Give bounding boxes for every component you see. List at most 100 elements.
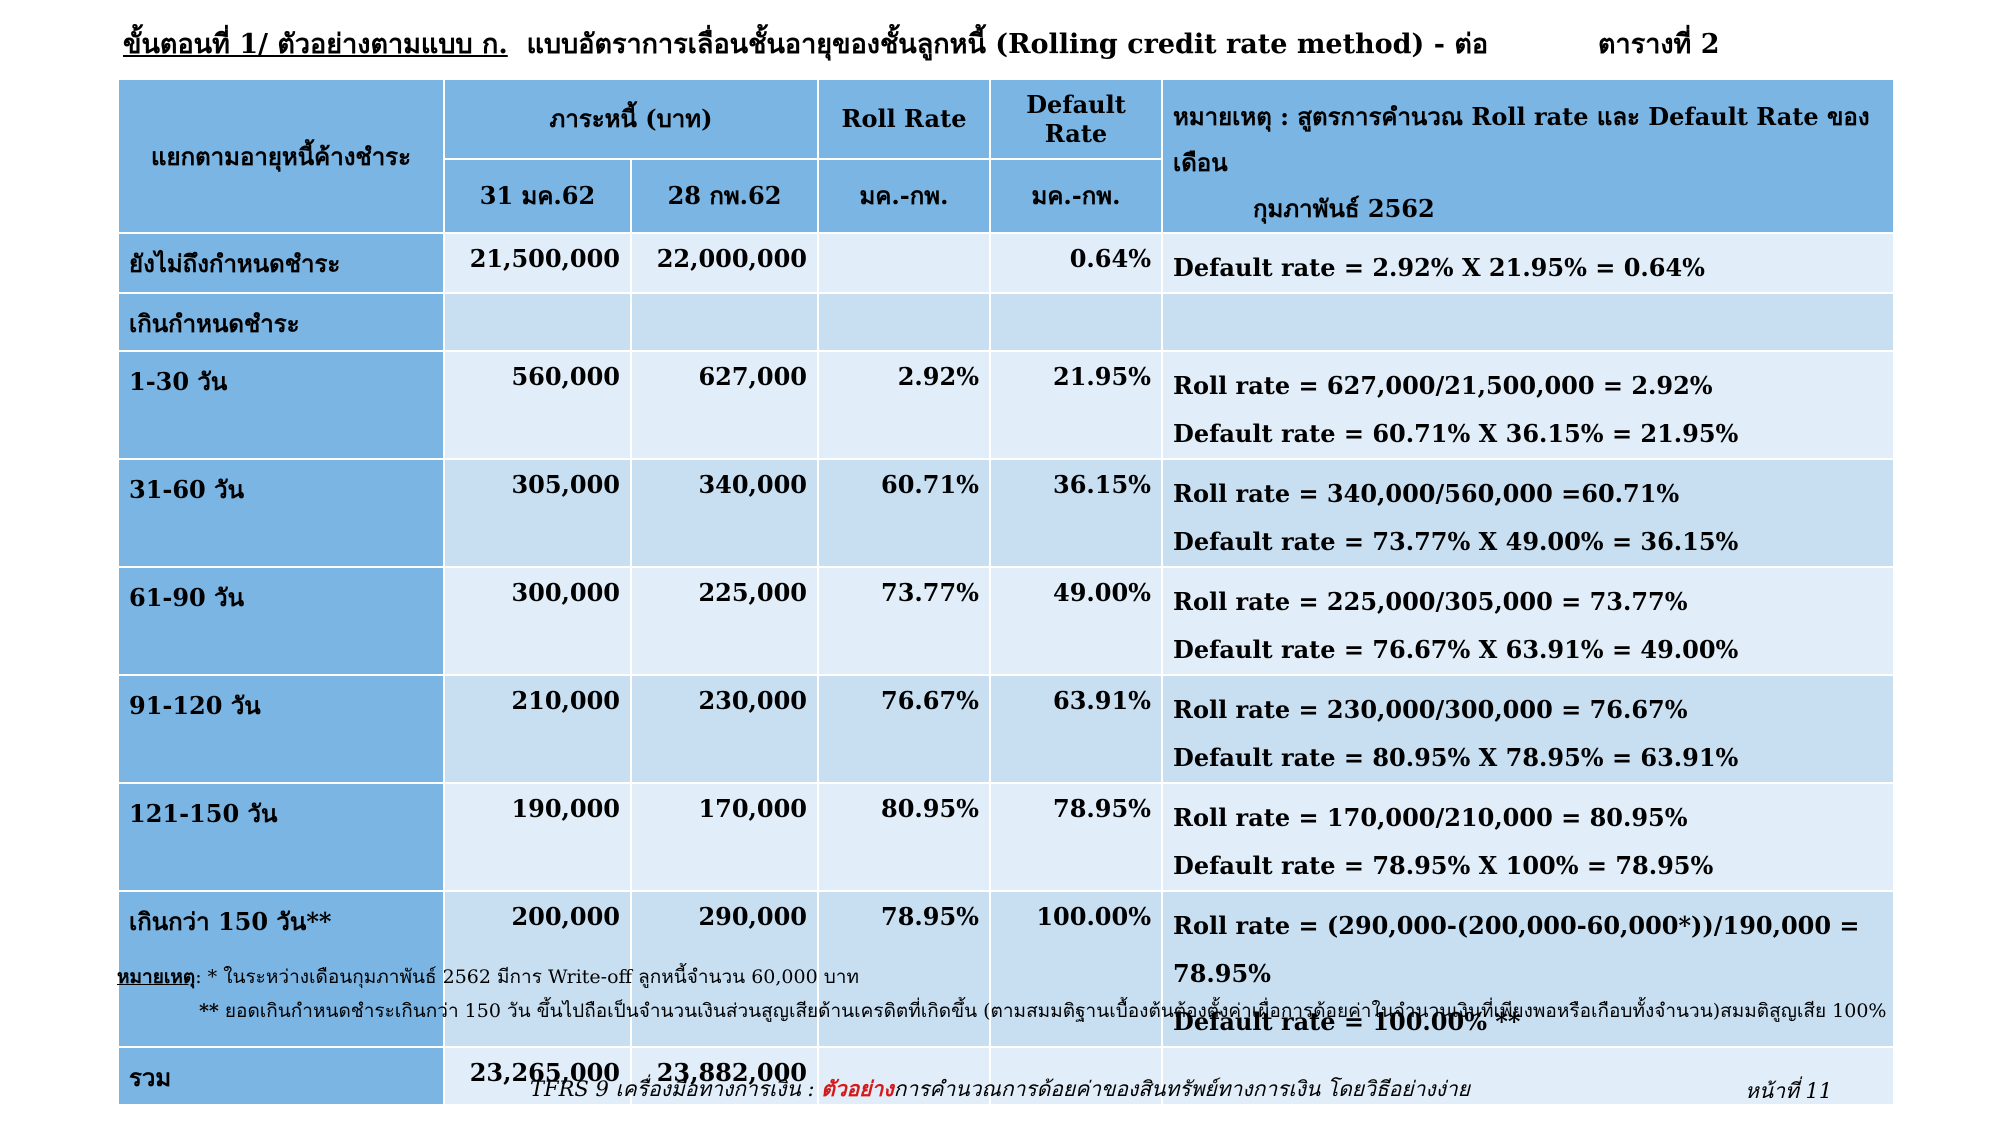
feb-balance: 225,000 (630, 566, 819, 676)
footer-highlight: ตัวอย่าง (821, 1076, 894, 1101)
formula-note (1161, 1046, 1895, 1106)
default-rate: 100.00% (989, 890, 1163, 1048)
roll-rate: 80.95% (817, 782, 991, 892)
formula-line1: Roll rate = 225,000/305,000 = 73.77% (1173, 587, 1688, 616)
formula-note: Roll rate = (290,000-(200,000-60,000*))/… (1161, 890, 1895, 1048)
jan-balance: 190,000 (443, 782, 632, 892)
footnote-1: หมายเหตุ: * ในระหว่างเดือนกุมภาพันธ์ 256… (117, 960, 1917, 994)
jan-balance: 210,000 (443, 674, 632, 784)
footnote-marker: ** (199, 1000, 219, 1022)
default-rate: 36.15% (989, 458, 1163, 568)
formula-note: Roll rate = 627,000/21,500,000 = 2.92% De… (1161, 350, 1895, 460)
formula-line2: Default rate = 100.00% ** (1173, 1007, 1521, 1036)
footnote-2: ** ยอดเกินกำหนดชำระเกินกว่า 150 วัน ขึ้น… (117, 994, 1917, 1028)
default-rate-header: Default Rate (989, 78, 1163, 160)
row-label: รวม (117, 1046, 445, 1106)
date-feb-header: 28 กพ.62 (630, 157, 819, 235)
header-row-2: 31 มค.62 28 กพ.62 มค.-กพ. มค.-กพ. (118, 157, 1894, 235)
jan-balance: 21,500,000 (443, 232, 632, 294)
feb-balance: 290,000 (630, 890, 819, 1048)
formula-line2: Default rate = 76.67% X 63.91% = 49.00% (1173, 635, 1739, 664)
footnotes: หมายเหตุ: * ในระหว่างเดือนกุมภาพันธ์ 256… (117, 960, 1917, 1028)
jan-balance (443, 292, 632, 352)
table-row: 31-60 วัน 305,000 340,000 60.71% 36.15% … (117, 458, 1895, 568)
jan-balance: 300,000 (443, 566, 632, 676)
roll-rate: 60.71% (817, 458, 991, 568)
feb-balance: 22,000,000 (630, 232, 819, 294)
formula-line1: Roll rate = 170,000/210,000 = 80.95% (1173, 803, 1688, 832)
formula-line1: Roll rate = 230,000/300,000 = 76.67% (1173, 695, 1688, 724)
roll-rate: 73.77% (817, 566, 991, 676)
footer-suffix: การคำนวณการด้อยค่าของสินทรัพย์ทางการเงิน… (893, 1077, 1470, 1101)
roll-rate: 2.92% (817, 350, 991, 460)
note-header: หมายเหตุ : สูตรการคำนวณ Roll rate และ De… (1161, 78, 1895, 234)
roll-rate-period: มค.-กพ. (817, 157, 991, 235)
table-row: เกินกว่า 150 วัน** 200,000 290,000 78.95… (117, 890, 1895, 1048)
feb-balance: 170,000 (630, 782, 819, 892)
default-rate: 21.95% (989, 350, 1163, 460)
roll-rate (817, 232, 991, 294)
formula-note: Roll rate = 170,000/210,000 = 80.95% Defa… (1161, 782, 1895, 892)
table-row: 61-90 วัน 300,000 225,000 73.77% 49.00% … (117, 566, 1895, 676)
row-label: 31-60 วัน (117, 458, 445, 568)
title-step: ขั้นตอนที่ 1/ ตัวอย่างตามแบบ ก. (123, 29, 508, 60)
feb-balance: 23,882,000 (630, 1046, 819, 1106)
formula-line1: Roll rate = (290,000-(200,000-60,000*))/… (1173, 911, 1860, 988)
row-label: เกินกว่า 150 วัน** (117, 890, 445, 1048)
page-footer: TFRS 9 เครื่องมือทางการเงิน : ตัวอย่างกา… (0, 1073, 2000, 1106)
default-rate-period: มค.-กพ. (989, 157, 1163, 235)
default-rate (989, 1046, 1163, 1106)
footer-prefix: TFRS 9 เครื่องมือทางการเงิน : (530, 1077, 822, 1101)
jan-balance: 200,000 (443, 890, 632, 1048)
table-number: ตารางที่ 2 (1598, 29, 1720, 60)
footnote-label: หมายเหตุ (117, 966, 196, 988)
row-label: ยังไม่ถึงกำหนดชำระ (117, 232, 445, 294)
formula-note: Roll rate = 340,000/560,000 =60.71% Defau… (1161, 458, 1895, 568)
date-jan-header: 31 มค.62 (443, 157, 632, 235)
balance-header: ภาระหนี้ (บาท) (443, 78, 819, 160)
formula-line1: Default rate = 2.92% X 21.95% = 0.64% (1173, 253, 1705, 282)
default-rate: 0.64% (989, 232, 1163, 294)
default-rate: 63.91% (989, 674, 1163, 784)
row-label: 61-90 วัน (117, 566, 445, 676)
note-header-line1: หมายเหตุ : สูตรการคำนวณ Roll rate และ De… (1173, 102, 1870, 177)
roll-rate: 78.95% (817, 890, 991, 1048)
row-label: 1-30 วัน (117, 350, 445, 460)
default-rate (989, 292, 1163, 352)
roll-rate-header: Roll Rate (817, 78, 991, 160)
feb-balance (630, 292, 819, 352)
formula-note: Default rate = 2.92% X 21.95% = 0.64% (1161, 232, 1895, 294)
formula-note (1161, 292, 1895, 352)
table-row: เกินกำหนดชำระ (117, 292, 1895, 352)
default-rate: 49.00% (989, 566, 1163, 676)
footnote-line1: : * ในระหว่างเดือนกุมภาพันธ์ 2562 มีการ … (195, 966, 859, 988)
formula-line2: Default rate = 60.71% X 36.15% = 21.95% (1173, 419, 1739, 448)
formula-line2: Default rate = 73.77% X 49.00% = 36.15% (1173, 527, 1739, 556)
row-label: 91-120 วัน (117, 674, 445, 784)
page-title: ขั้นตอนที่ 1/ ตัวอย่างตามแบบ ก. แบบอัตรา… (123, 22, 1723, 66)
roll-rate (817, 292, 991, 352)
jan-balance: 23,265,000 (443, 1046, 632, 1106)
roll-rate: 76.67% (817, 674, 991, 784)
table-row: ยังไม่ถึงกำหนดชำระ 21,500,000 22,000,000… (117, 232, 1895, 294)
feb-balance: 230,000 (630, 674, 819, 784)
title-method: แบบอัตราการเลื่อนชั้นอายุของชั้นลูกหนี้ … (526, 29, 1489, 60)
footnote-line2: ยอดเกินกำหนดชำระเกินกว่า 150 วัน ขึ้นไปถ… (218, 1000, 1887, 1022)
jan-balance: 305,000 (443, 458, 632, 568)
total-row: รวม 23,265,000 23,882,000 (117, 1046, 1895, 1106)
table-row: 121-150 วัน 190,000 170,000 80.95% 78.95… (117, 782, 1895, 892)
page-number: หน้าที่ 11 (1745, 1079, 1833, 1103)
formula-line1: Roll rate = 627,000/21,500,000 = 2.92% (1173, 371, 1713, 400)
age-group-header: แยกตามอายุหนี้ค้างชำระ (117, 78, 445, 234)
table-row: 1-30 วัน 560,000 627,000 2.92% 21.95% Ro… (117, 350, 1895, 460)
formula-line2: Default rate = 78.95% X 100% = 78.95% (1173, 851, 1714, 880)
jan-balance: 560,000 (443, 350, 632, 460)
default-rate: 78.95% (989, 782, 1163, 892)
formula-line2: Default rate = 80.95% X 78.95% = 63.91% (1173, 743, 1739, 772)
roll-rate (817, 1046, 991, 1106)
formula-note: Roll rate = 225,000/305,000 = 73.77% Defa… (1161, 566, 1895, 676)
header-row-1: แยกตามอายุหนี้ค้างชำระ ภาระหนี้ (บาท) Ro… (117, 78, 1895, 234)
feb-balance: 340,000 (630, 458, 819, 568)
row-label: เกินกำหนดชำระ (117, 292, 445, 352)
note-header-line2: กุมภาพันธ์ 2562 (1253, 194, 1435, 223)
